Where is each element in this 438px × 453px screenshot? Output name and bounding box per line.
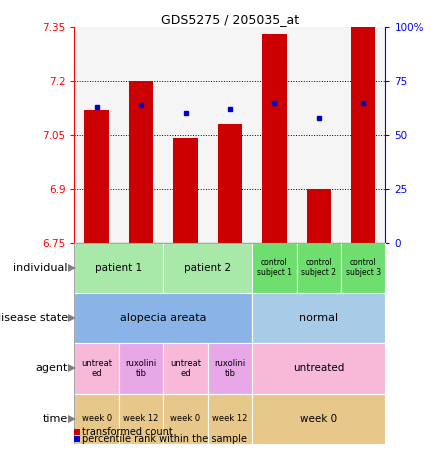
- Text: alopecia areata: alopecia areata: [120, 313, 207, 323]
- Text: control
subject 1: control subject 1: [257, 258, 292, 277]
- Bar: [252, 394, 385, 444]
- Text: agent: agent: [35, 363, 68, 373]
- Text: week 0: week 0: [170, 414, 201, 423]
- Text: control
subject 3: control subject 3: [346, 258, 381, 277]
- Text: untreat
ed: untreat ed: [81, 359, 112, 378]
- Text: untreated: untreated: [293, 363, 345, 373]
- Text: ruxolini
tib: ruxolini tib: [125, 359, 157, 378]
- Text: control
subject 2: control subject 2: [301, 258, 336, 277]
- Text: untreat
ed: untreat ed: [170, 359, 201, 378]
- Text: time: time: [42, 414, 68, 424]
- Bar: [351, 27, 375, 242]
- Bar: [252, 293, 385, 343]
- Bar: [297, 242, 341, 293]
- Title: GDS5275 / 205035_at: GDS5275 / 205035_at: [161, 13, 299, 26]
- Bar: [74, 343, 119, 394]
- Text: patient 1: patient 1: [95, 263, 142, 273]
- Bar: [252, 343, 385, 394]
- Bar: [119, 394, 163, 444]
- Text: week 12: week 12: [212, 414, 247, 423]
- Bar: [163, 242, 252, 293]
- Text: normal: normal: [299, 313, 339, 323]
- Bar: [341, 242, 385, 293]
- Text: week 0: week 0: [300, 414, 337, 424]
- Bar: [163, 394, 208, 444]
- Bar: [85, 110, 109, 242]
- Bar: [218, 124, 242, 242]
- Bar: [74, 293, 252, 343]
- Bar: [208, 343, 252, 394]
- Text: week 0: week 0: [81, 414, 112, 423]
- Text: week 12: week 12: [124, 414, 159, 423]
- Bar: [129, 81, 153, 242]
- Bar: [262, 34, 286, 242]
- Bar: [307, 189, 331, 242]
- Bar: [252, 242, 297, 293]
- Text: percentile rank within the sample: percentile rank within the sample: [82, 434, 247, 444]
- Text: ruxolini
tib: ruxolini tib: [214, 359, 246, 378]
- Bar: [119, 343, 163, 394]
- Text: disease state: disease state: [0, 313, 68, 323]
- Text: individual: individual: [13, 263, 68, 273]
- Text: transformed count: transformed count: [82, 427, 173, 437]
- Bar: [208, 394, 252, 444]
- Bar: [163, 343, 208, 394]
- Bar: [74, 242, 163, 293]
- Bar: [173, 139, 198, 242]
- Text: patient 2: patient 2: [184, 263, 231, 273]
- Bar: [74, 394, 119, 444]
